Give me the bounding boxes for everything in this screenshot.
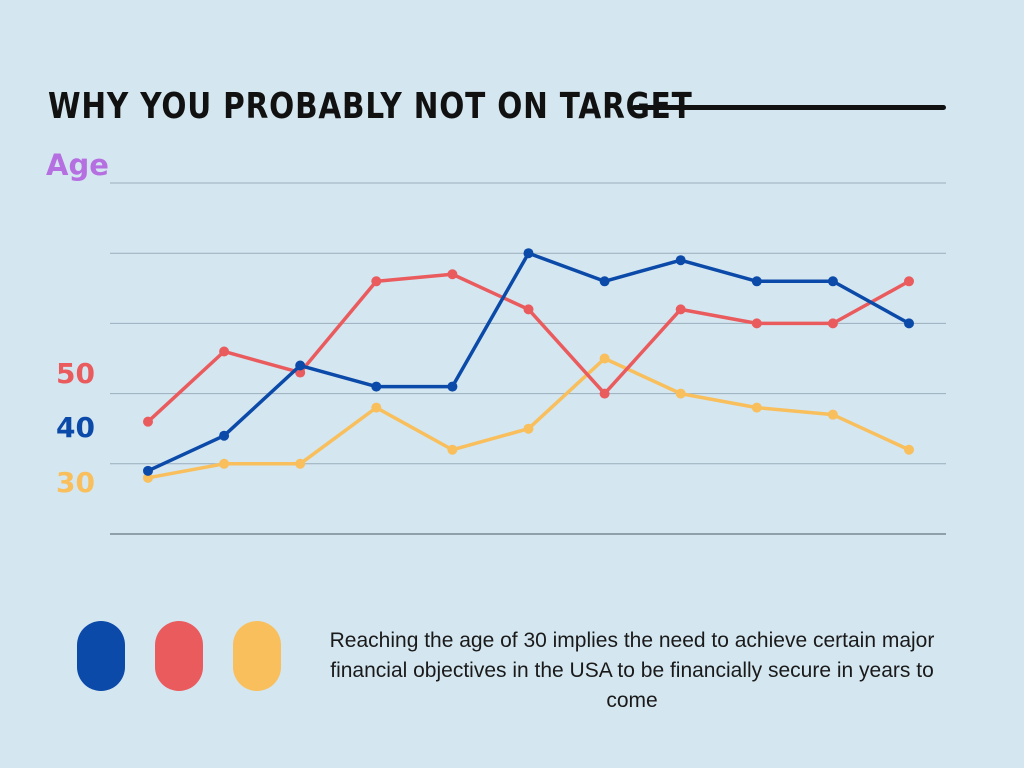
data-point-30-8 bbox=[675, 388, 686, 399]
data-point-50-4 bbox=[371, 276, 382, 287]
data-point-30-6 bbox=[523, 423, 534, 434]
title-rule bbox=[632, 105, 946, 110]
series-line-30 bbox=[147, 356, 910, 480]
data-point-40-4 bbox=[371, 381, 382, 392]
series-label-yellow: 30 bbox=[56, 466, 95, 499]
data-point-30-2 bbox=[219, 458, 230, 469]
data-point-40-5 bbox=[447, 381, 458, 392]
data-point-40-3 bbox=[295, 360, 306, 371]
data-point-40-6 bbox=[523, 248, 534, 259]
data-point-50-5 bbox=[447, 269, 458, 280]
y-axis-label: Age bbox=[46, 148, 109, 182]
data-point-50-9 bbox=[751, 318, 762, 329]
data-point-30-9 bbox=[751, 402, 762, 413]
data-point-30-10 bbox=[827, 409, 838, 420]
data-point-50-2 bbox=[219, 346, 230, 357]
data-point-40-2 bbox=[219, 430, 230, 441]
data-point-50-6 bbox=[523, 304, 534, 315]
chart-title: WHY YOU PROBABLY NOT ON TARGET bbox=[48, 86, 693, 127]
data-point-40-8 bbox=[675, 255, 686, 266]
series-label-red: 50 bbox=[56, 357, 95, 390]
caption-text: Reaching the age of 30 implies the need … bbox=[329, 629, 935, 712]
data-point-30-7 bbox=[599, 353, 610, 364]
data-point-30-3 bbox=[295, 458, 306, 469]
data-point-30-1 bbox=[143, 472, 153, 483]
legend-yellow-pill bbox=[233, 621, 281, 691]
data-point-30-11 bbox=[904, 444, 914, 455]
legend-blue-pill bbox=[77, 621, 125, 691]
data-point-50-8 bbox=[675, 304, 686, 315]
data-point-30-5 bbox=[447, 444, 458, 455]
data-point-40-1 bbox=[143, 465, 153, 476]
data-point-50-10 bbox=[827, 318, 838, 329]
data-point-50-7 bbox=[599, 388, 610, 399]
data-point-50-1 bbox=[143, 416, 153, 427]
data-point-40-9 bbox=[751, 276, 762, 287]
series-label-blue: 40 bbox=[56, 411, 95, 444]
data-point-40-10 bbox=[827, 276, 838, 287]
data-point-40-11 bbox=[904, 318, 914, 329]
data-point-40-7 bbox=[599, 276, 610, 287]
data-point-50-11 bbox=[904, 276, 914, 287]
legend-red-pill bbox=[155, 621, 203, 691]
data-point-30-4 bbox=[371, 402, 382, 413]
